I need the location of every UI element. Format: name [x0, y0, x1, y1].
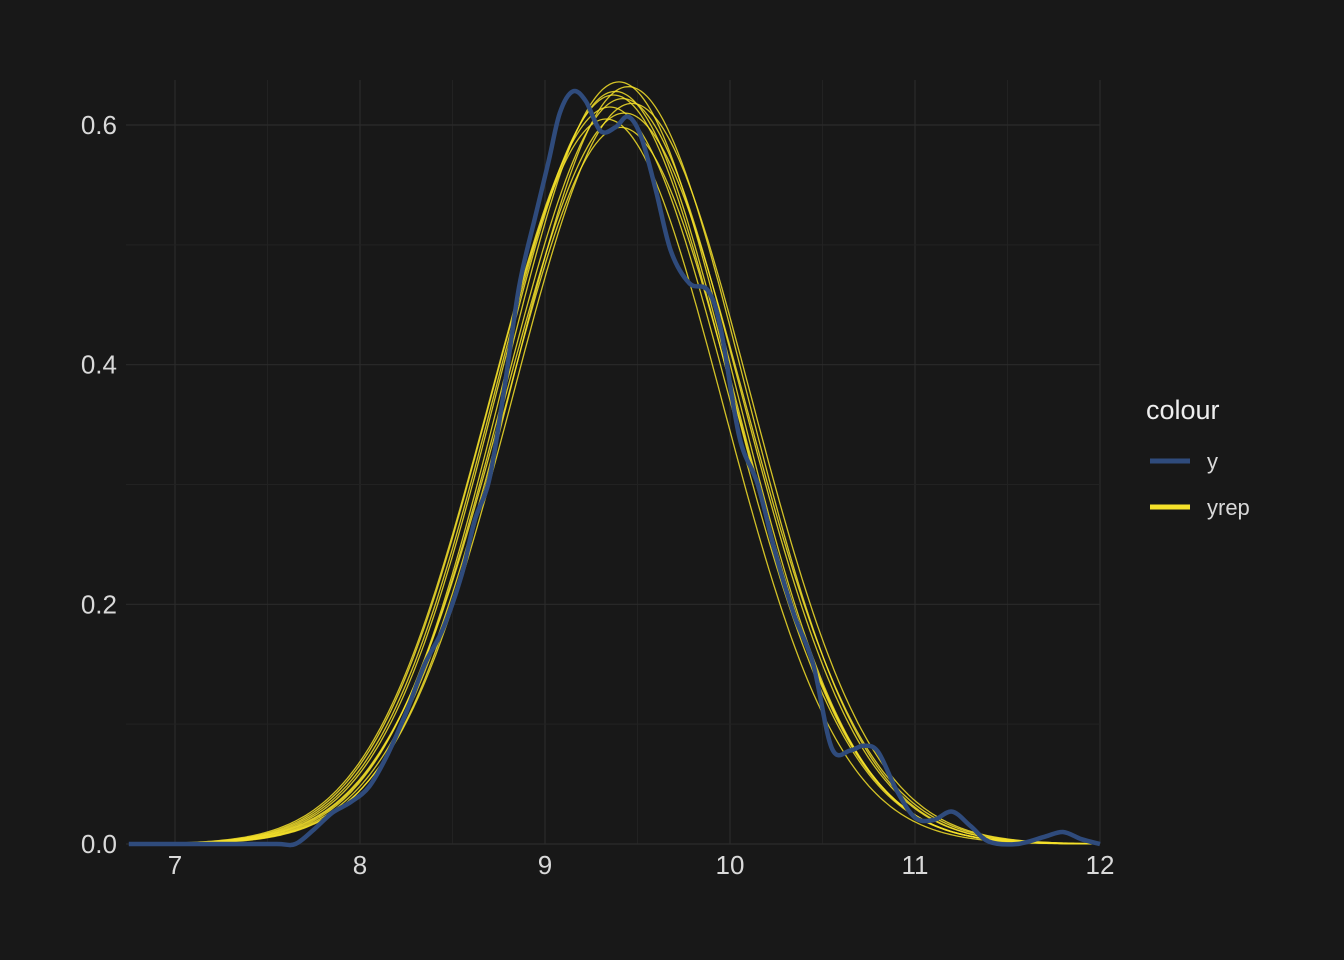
x-tick-label: 7	[168, 850, 182, 880]
y-tick-label: 0.4	[81, 350, 117, 380]
yrep-density-line	[174, 102, 1097, 845]
y-series	[128, 88, 1101, 848]
yrep-density-line	[174, 126, 1097, 845]
legend-title: colour	[1146, 395, 1220, 425]
yrep-density-line	[174, 97, 1097, 845]
y-axis-tick-labels: 0.0 0.2 0.4 0.6	[81, 110, 117, 859]
yrep-density-line	[174, 86, 1097, 845]
yrep-density-line	[174, 90, 1097, 845]
legend-label-y: y	[1207, 449, 1218, 474]
x-tick-label: 11	[902, 850, 929, 880]
yrep-density-line	[174, 112, 1097, 845]
x-tick-label: 10	[716, 850, 745, 880]
legend: colour y yrep	[1146, 395, 1250, 520]
yrep-density-line	[174, 81, 1097, 845]
x-axis-tick-labels: 7 8 9 10 11 12	[168, 850, 1115, 880]
x-tick-label: 12	[1086, 850, 1115, 880]
y-tick-label: 0.2	[81, 589, 117, 619]
legend-label-yrep: yrep	[1207, 495, 1250, 520]
yrep-density-line	[174, 106, 1097, 845]
yrep-density-line	[174, 118, 1097, 845]
yrep-series	[174, 81, 1097, 845]
y-density-line	[128, 88, 1101, 848]
yrep-density-line	[174, 94, 1097, 845]
y-tick-label: 0.0	[81, 829, 117, 859]
x-tick-label: 9	[538, 850, 552, 880]
x-tick-label: 8	[353, 850, 367, 880]
y-tick-label: 0.6	[81, 110, 117, 140]
grid	[126, 80, 1101, 845]
